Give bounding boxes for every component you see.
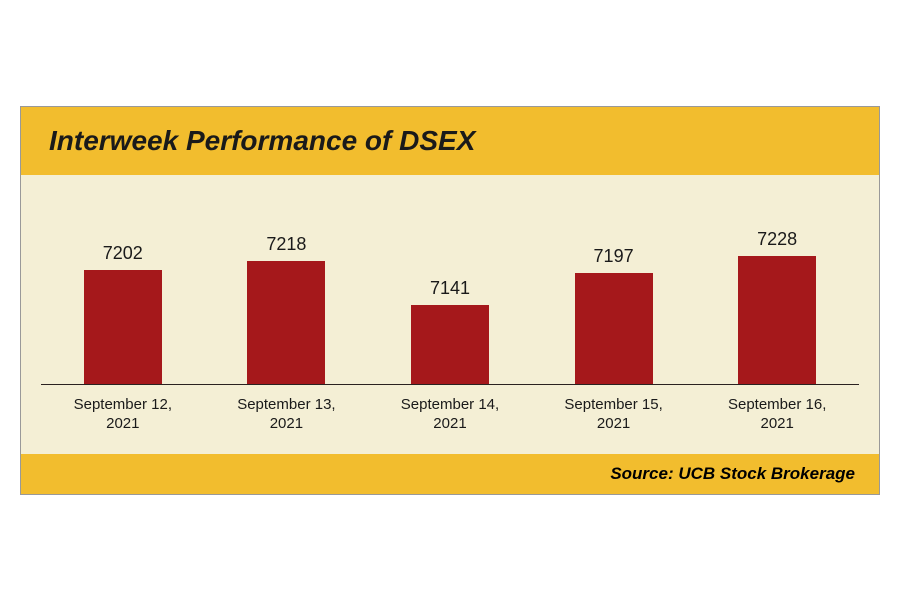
bar-group: 7218 <box>205 234 369 383</box>
bar-value: 7141 <box>430 278 470 299</box>
bar-label: September 15, 2021 <box>532 395 696 434</box>
source-label: Source: UCB Stock Brokerage <box>610 464 855 483</box>
label-line2: 2021 <box>597 415 630 432</box>
bar-rect <box>411 305 489 384</box>
bar-label: September 13, 2021 <box>205 395 369 434</box>
bar-group: 7228 <box>695 229 859 384</box>
bar-group: 7141 <box>368 278 532 384</box>
bar-value: 7228 <box>757 229 797 250</box>
label-line2: 2021 <box>106 415 139 432</box>
source-band: Source: UCB Stock Brokerage <box>21 454 879 494</box>
bar-label: September 12, 2021 <box>41 395 205 434</box>
bar-label: September 16, 2021 <box>695 395 859 434</box>
chart-area: 7202 7218 7141 7197 7228 September <box>21 175 879 454</box>
bar-group: 7202 <box>41 243 205 383</box>
bar-rect <box>575 273 653 383</box>
title-band: Interweek Performance of DSEX <box>21 107 879 175</box>
label-line1: September 16, <box>728 396 826 413</box>
bar-group: 7197 <box>532 246 696 383</box>
bar-rect <box>247 261 325 383</box>
labels-wrap: September 12, 2021 September 13, 2021 Se… <box>41 385 859 454</box>
bar-label: September 14, 2021 <box>368 395 532 434</box>
bar-value: 7202 <box>103 243 143 264</box>
label-line1: September 12, <box>74 396 172 413</box>
label-line2: 2021 <box>270 415 303 432</box>
bars-wrap: 7202 7218 7141 7197 7228 <box>41 205 859 385</box>
bar-value: 7197 <box>594 246 634 267</box>
bar-rect <box>84 270 162 383</box>
bar-rect <box>738 256 816 384</box>
bar-value: 7218 <box>266 234 306 255</box>
label-line1: September 13, <box>237 396 335 413</box>
label-line2: 2021 <box>433 415 466 432</box>
label-line2: 2021 <box>760 415 793 432</box>
label-line1: September 14, <box>401 396 499 413</box>
label-line1: September 15, <box>564 396 662 413</box>
chart-title: Interweek Performance of DSEX <box>49 125 851 157</box>
chart-container: Interweek Performance of DSEX 7202 7218 … <box>20 106 880 495</box>
